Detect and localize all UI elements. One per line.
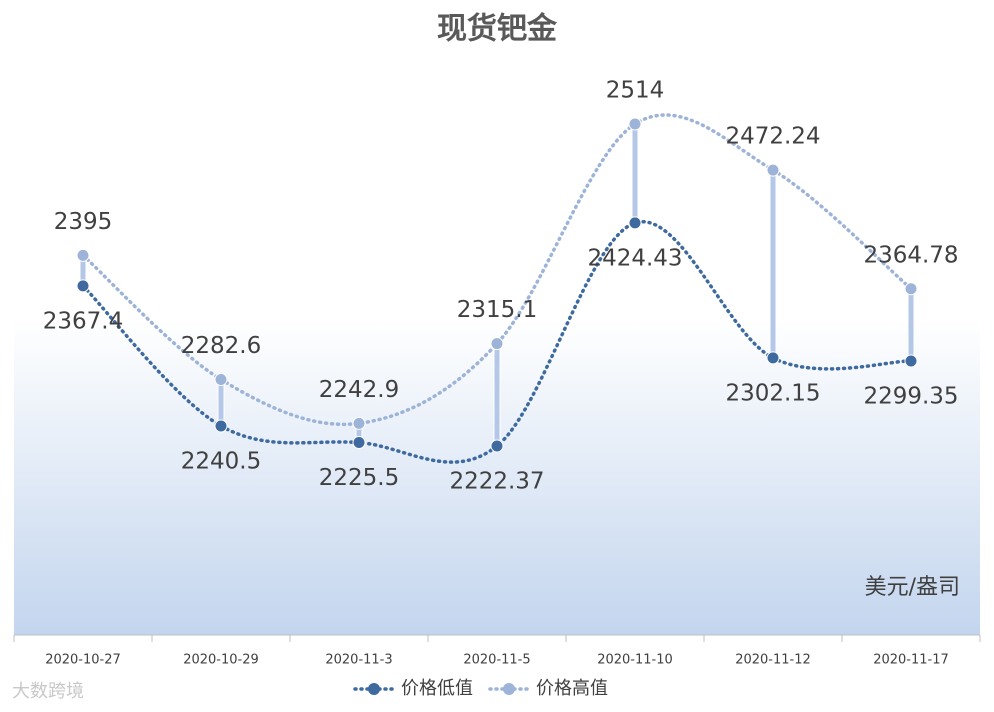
data-label: 2472.24 xyxy=(725,124,820,150)
high-low-line xyxy=(493,343,501,447)
legend-swatch-point xyxy=(368,683,380,695)
data-label: 2242.9 xyxy=(319,377,399,403)
x-tick-label: 2020-11-3 xyxy=(325,653,392,668)
data-label: 2299.35 xyxy=(863,384,958,410)
legend-label: 价格低值 xyxy=(401,678,473,699)
data-label: 2225.5 xyxy=(319,465,399,491)
point xyxy=(628,117,642,131)
high-low-line xyxy=(631,123,639,224)
point xyxy=(76,248,90,262)
point xyxy=(214,372,228,386)
data-label: 2367.4 xyxy=(43,308,123,334)
data-label: 2514 xyxy=(606,78,665,104)
data-label: 2282.6 xyxy=(181,333,261,359)
high-low-line xyxy=(907,288,915,362)
point xyxy=(490,337,504,351)
data-label: 2222.37 xyxy=(449,469,544,495)
chart-title: 现货钯金 xyxy=(437,12,558,47)
x-tick-label: 2020-10-27 xyxy=(45,653,121,668)
data-label: 2424.43 xyxy=(587,245,682,271)
point xyxy=(352,416,366,430)
data-label: 2240.5 xyxy=(181,448,261,474)
x-tick-label: 2020-10-29 xyxy=(183,653,259,668)
data-label: 2395 xyxy=(54,209,113,235)
high-low-line xyxy=(769,169,777,359)
x-tick-label: 2020-11-5 xyxy=(463,653,530,668)
point xyxy=(214,419,228,433)
point xyxy=(490,439,504,453)
point xyxy=(766,351,780,365)
data-label: 2302.15 xyxy=(725,380,820,406)
x-tick-label: 2020-11-10 xyxy=(597,653,673,668)
data-label: 2315.1 xyxy=(457,297,537,323)
x-tick-label: 2020-11-17 xyxy=(873,653,949,668)
legend-swatch-point xyxy=(503,683,515,695)
point xyxy=(352,436,366,450)
high-low-line xyxy=(217,378,225,427)
legend-label: 价格高值 xyxy=(536,678,608,699)
point xyxy=(904,282,918,296)
x-tick-label: 2020-11-12 xyxy=(735,653,811,668)
point xyxy=(766,163,780,177)
point xyxy=(628,216,642,230)
point xyxy=(904,354,918,368)
watermark: 大数跨境 xyxy=(12,681,84,702)
point xyxy=(76,279,90,293)
data-label: 2364.78 xyxy=(863,242,958,268)
unit-note: 美元/盎司 xyxy=(865,575,960,600)
